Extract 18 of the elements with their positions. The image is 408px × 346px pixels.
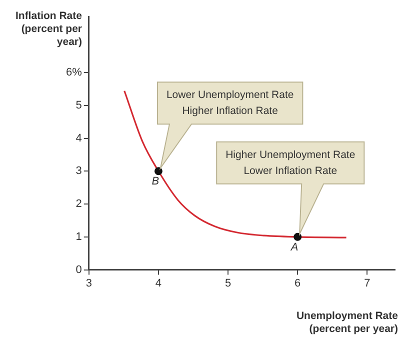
y-tick-label: 6% xyxy=(66,66,82,79)
y-tick-label: 3 xyxy=(76,165,82,178)
annotation: Lower Unemployment Rate Higher Inflation Rate xyxy=(166,89,294,118)
y-tick-label: 1 xyxy=(76,230,82,243)
y-tick-label: 5 xyxy=(76,99,82,112)
x-tick-label: 7 xyxy=(364,277,370,290)
y-tick-label: 4 xyxy=(76,132,82,144)
x-tick-label: 4 xyxy=(155,277,162,290)
x-tick-label: 3 xyxy=(86,277,92,290)
annotation: Higher Unemployment Rate Lower Inflation Rate xyxy=(226,148,356,177)
y-axis-title: Inflation Rate (percent per year) xyxy=(14,10,82,49)
x-tick-label: 6 xyxy=(294,277,301,290)
x-axis-title: Unemployment Rate (percent per year) xyxy=(295,310,398,336)
x-tick-label: 5 xyxy=(224,277,232,290)
annotation: A xyxy=(290,241,298,254)
annotation: B xyxy=(152,176,160,188)
y-tick-label: 2 xyxy=(76,198,82,210)
y-tick-label: 0 xyxy=(76,264,82,276)
